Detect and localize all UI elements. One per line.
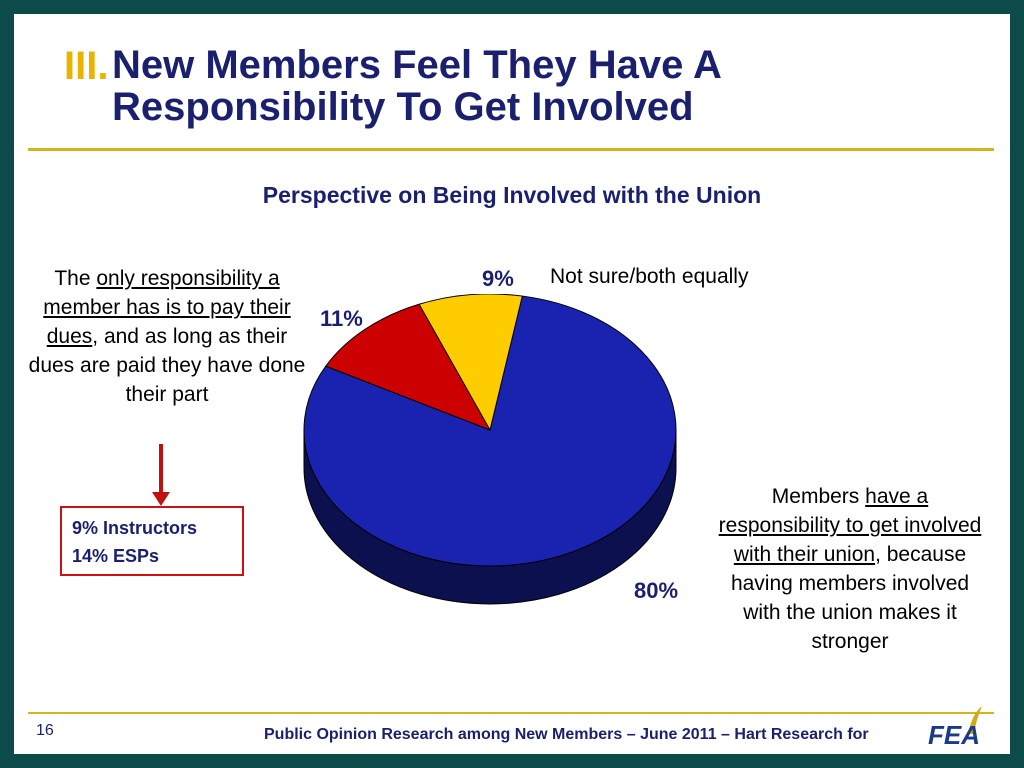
title-line-1: New Members Feel They Have A [112, 43, 722, 87]
annotation-right-underlined: have a responsibility to get involved wi… [718, 485, 982, 566]
chart-title: Perspective on Being Involved with the U… [262, 182, 762, 208]
pie-chart [303, 294, 677, 605]
slide-title: New Members Feel They Have A Responsibil… [112, 44, 972, 128]
breakdown-esps: 14% ESPs [72, 546, 160, 566]
annotation-not-sure: Not sure/both equally [550, 265, 749, 288]
page-number: 16 [36, 722, 54, 739]
title-line-2: Responsibility To Get Involved [112, 85, 694, 129]
footer-divider [28, 712, 994, 714]
slice-label-9: 9% [482, 266, 514, 291]
pie-slice-11pct [324, 303, 492, 431]
footer-text: Public Opinion Research among New Member… [264, 726, 869, 743]
annotation-left-post: , and as long as their dues are paid the… [28, 325, 306, 406]
breakdown-box: 9% Instructors 14% ESPs [60, 506, 244, 576]
slide: III. New Members Feel They Have A Respon… [14, 14, 1010, 754]
fea-logo-text: FEA [928, 720, 980, 750]
arrow-head [152, 492, 170, 506]
slice-label-11: 11% [320, 306, 363, 331]
title-number: III. [64, 44, 109, 88]
annotation-right: Members have a responsibility to get inv… [714, 482, 986, 656]
pie-slice-9pct [418, 294, 523, 432]
annotation-left: The only responsibility a member has is … [26, 264, 308, 409]
annotation-right-post: , because having members involved with t… [730, 543, 970, 653]
breakdown-instructors: 9% Instructors [72, 518, 198, 538]
annotation-left-underlined: only responsibility a member has is to p… [43, 267, 291, 348]
fea-logo [968, 706, 982, 734]
annotation-right-pre: Members [771, 485, 866, 508]
title-divider [28, 148, 994, 151]
annotation-left-pre: The [54, 267, 97, 290]
pie-slice-80pct [303, 295, 677, 567]
slice-label-80: 80% [634, 578, 679, 603]
arrow-shaft [159, 444, 163, 496]
